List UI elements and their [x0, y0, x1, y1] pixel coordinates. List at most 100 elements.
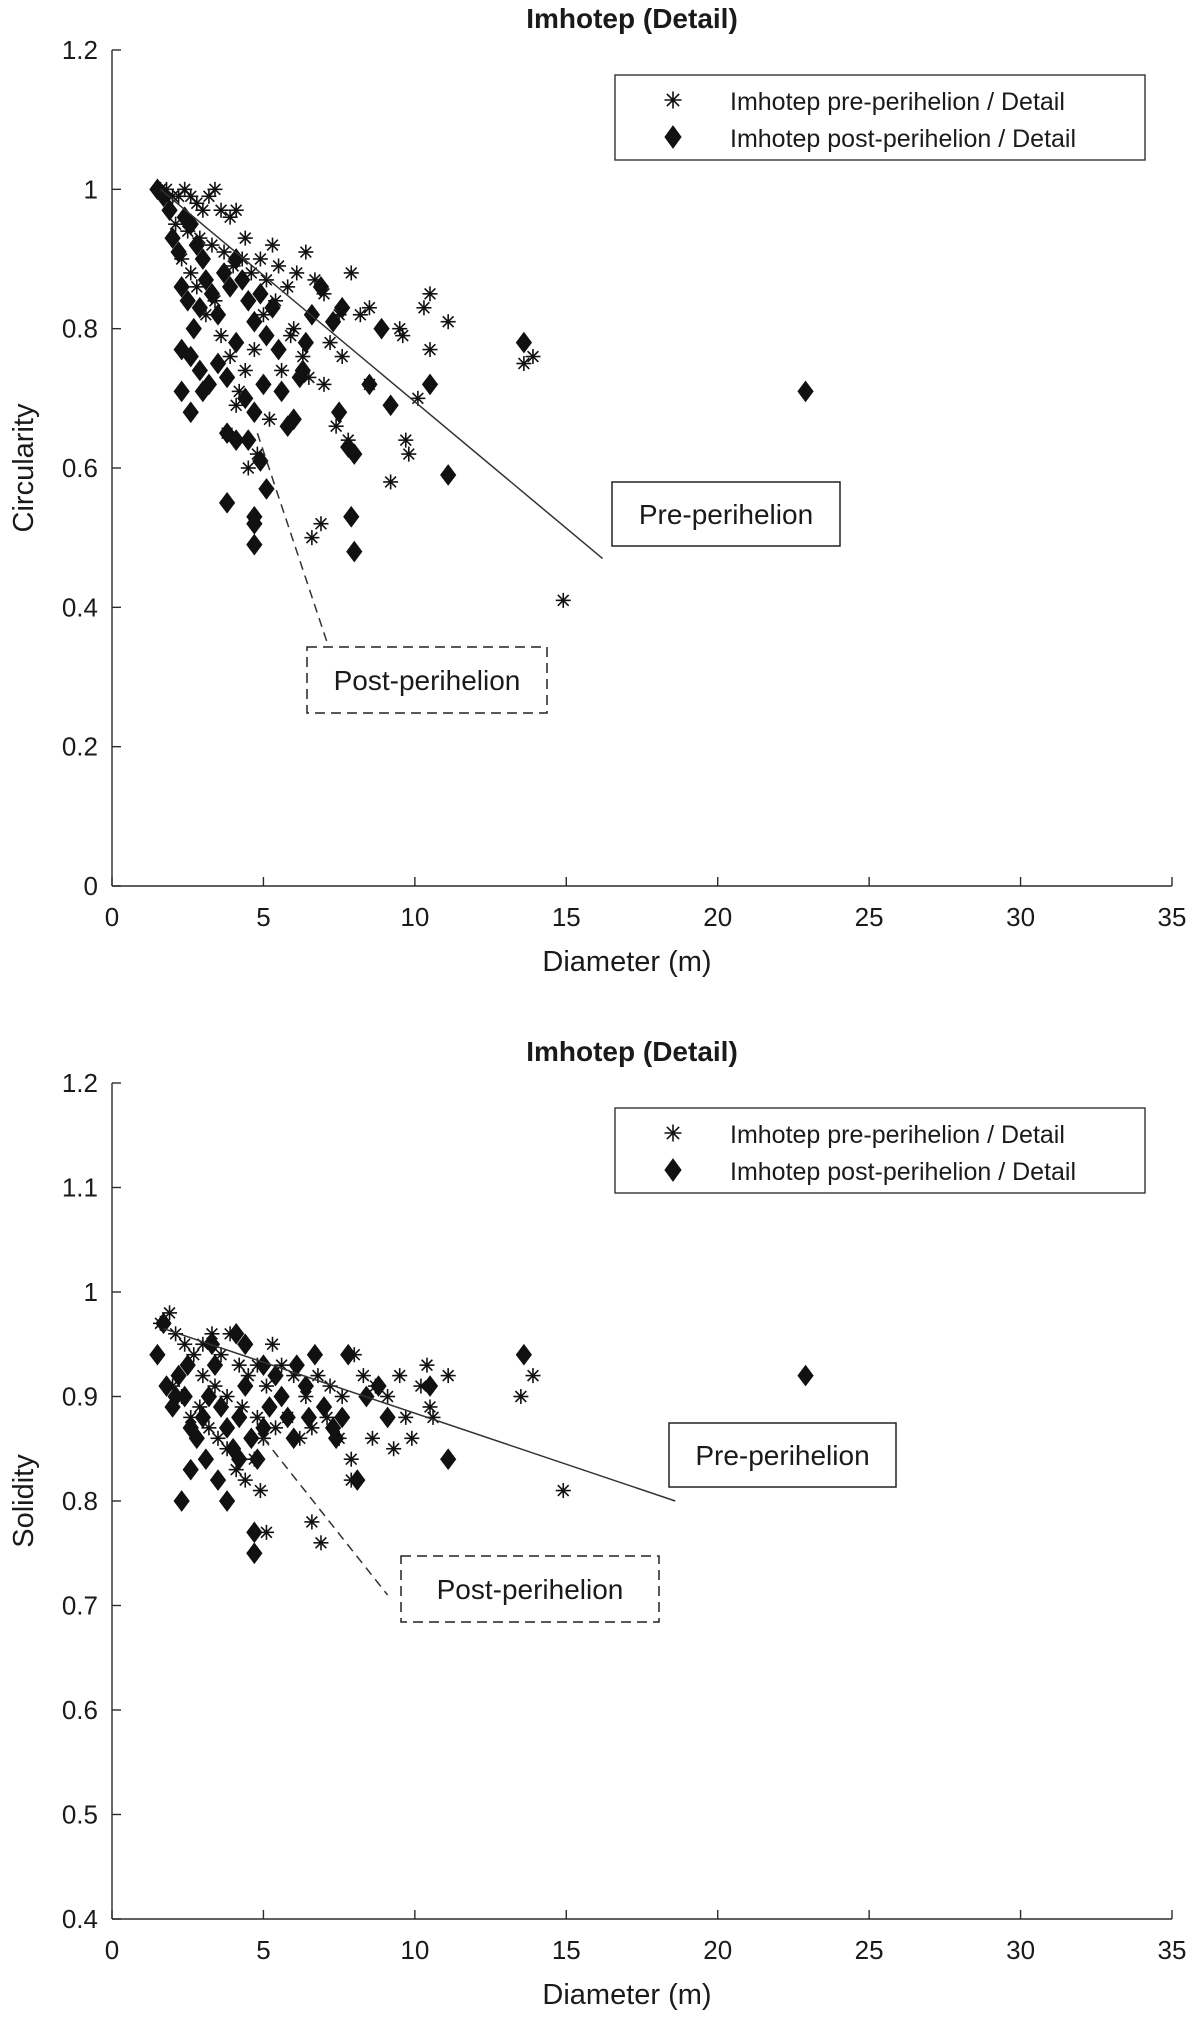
scatter-point-post [182, 345, 199, 368]
legend-label: Imhotep pre-perihelion / Detail [730, 88, 1065, 116]
y-tick-label: 0.8 [62, 314, 98, 344]
scatter-point-post [164, 227, 181, 249]
scatter-point-post [270, 338, 287, 361]
scatter-point-post [218, 1490, 236, 1512]
scatter-point-pre [271, 258, 287, 274]
scatter-point-post [209, 1469, 227, 1491]
x-tick-label: 30 [1006, 902, 1035, 932]
solidity-chart: Imhotep (Detail)0 5 10 15 20 25 30 350.40.50.60… [8, 1036, 1186, 2011]
scatter-point-post [194, 1406, 211, 1429]
scatter-point-post [303, 303, 321, 326]
scatter-point-post [255, 1354, 272, 1376]
x-tick-label: 15 [552, 1935, 581, 1965]
scatter-point-post [218, 492, 236, 514]
scatter-point-pre [183, 265, 199, 281]
scatter-point-post [297, 1375, 314, 1397]
scatter-point-pre [383, 474, 399, 490]
x-tick-label: 30 [1006, 1935, 1035, 1965]
scatter-point-post [273, 1385, 290, 1408]
scatter-point-pre [328, 418, 344, 434]
y-tick-label: 1.2 [62, 1068, 98, 1098]
x-axis-label: Diameter (m) [542, 946, 711, 978]
scatter-point-pre [322, 335, 338, 351]
scatter-point-pre [195, 1368, 211, 1384]
scatter-point-post [327, 1427, 345, 1450]
x-ticks: 0 5 10 15 20 25 30 35 [105, 877, 1186, 932]
scatter-point-post [515, 331, 533, 354]
scatter-point-post [515, 1343, 533, 1366]
scatter-point-pre [395, 328, 411, 344]
scatter-point-post [243, 1427, 260, 1450]
scatter-point-post [346, 443, 363, 465]
scatter-point-pre [404, 1430, 420, 1446]
legend-label: Imhotep pre-perihelion / Detail [730, 1121, 1065, 1149]
legend-box [614, 74, 1146, 161]
circularity-chart: Imhotep (Detail) 0 5 10 15 20 25 30 35 0 0.2 0.4 0.6… [8, 3, 1186, 978]
scatter-point-post [182, 401, 199, 424]
scatter-point-pre [258, 272, 274, 288]
scatter-point-pre [240, 460, 256, 476]
scatter-point-post [421, 373, 439, 396]
post-perihelion-series [149, 178, 814, 563]
y-tick-label: 0.4 [62, 592, 98, 622]
scatter-point-post [179, 1354, 196, 1376]
annotation-label: Pre-perihelion [695, 1440, 869, 1471]
axes [111, 1083, 1172, 1920]
legend-box [614, 1107, 1146, 1194]
scatter-point-post [252, 450, 269, 472]
scatter-point-pre [274, 362, 290, 378]
y-tick-label: 0.6 [62, 453, 98, 483]
scatter-point-pre [265, 1336, 281, 1352]
scatter-point-pre [177, 1336, 193, 1352]
scatter-point-post [373, 317, 390, 340]
scatter-point-post [215, 262, 233, 284]
x-tick-label: 25 [855, 902, 884, 932]
scatter-point-post [149, 1343, 166, 1366]
scatter-point-post [267, 1364, 284, 1387]
scatter-point-post [200, 1385, 218, 1408]
scatter-point-pre [246, 342, 262, 358]
scatter-point-pre [343, 265, 359, 281]
scatter-point-post [212, 1396, 230, 1418]
scatter-point-post [155, 185, 172, 208]
x-tick-label: 10 [400, 902, 429, 932]
scatter-point-pre [392, 1368, 408, 1384]
y-ticks: 0.4 0.5 0.6 0.7 0.8 0.9 1 1.1 1.2 [62, 1068, 121, 1934]
y-tick-label: 0.9 [62, 1382, 98, 1412]
scatter-point-post [209, 303, 227, 326]
scatter-point-post [249, 1448, 266, 1471]
scatter-point-pre [555, 592, 571, 608]
annotation-box [611, 481, 841, 547]
y-tick-label: 1 [84, 174, 98, 204]
scatter-point-post [203, 283, 221, 305]
scatter-point-post [246, 310, 263, 333]
scatter-point-pre [352, 307, 368, 323]
y-tick-label: 0.8 [62, 1486, 98, 1516]
scatter-point-pre [252, 1483, 268, 1499]
legend: Imhotep pre-perihelion / Detail Imhotep p… [614, 1107, 1146, 1194]
scatter-point-post [340, 1343, 357, 1366]
y-tick-label: 0.5 [62, 1800, 98, 1830]
legend-marker-asterisk [664, 1124, 682, 1142]
scatter-point-post [255, 1417, 272, 1439]
scatter-point-post [279, 1406, 296, 1429]
scatter-point-post [294, 359, 311, 382]
scatter-point-pre [386, 1441, 402, 1457]
scatter-point-post [261, 1396, 278, 1418]
scatter-point-post [182, 213, 199, 236]
scatter-point-pre [231, 1357, 247, 1373]
annotation-box [306, 646, 548, 714]
x-tick-label: 0 [105, 1935, 119, 1965]
scatter-point-post [264, 296, 281, 319]
scatter-point-post [346, 540, 363, 563]
scatter-point-post [246, 512, 263, 535]
scatter-point-pre [213, 328, 229, 344]
scatter-point-pre [416, 300, 432, 316]
scatter-point-post [191, 296, 208, 319]
scatter-point-post [228, 1322, 245, 1345]
scatter-point-pre [237, 1472, 253, 1488]
scatter-point-post [440, 464, 457, 486]
annotation-label: Pre-perihelion [639, 499, 813, 530]
scatter-point-post [421, 1375, 439, 1397]
legend-label: Imhotep post-perihelion / Detail [730, 125, 1076, 153]
